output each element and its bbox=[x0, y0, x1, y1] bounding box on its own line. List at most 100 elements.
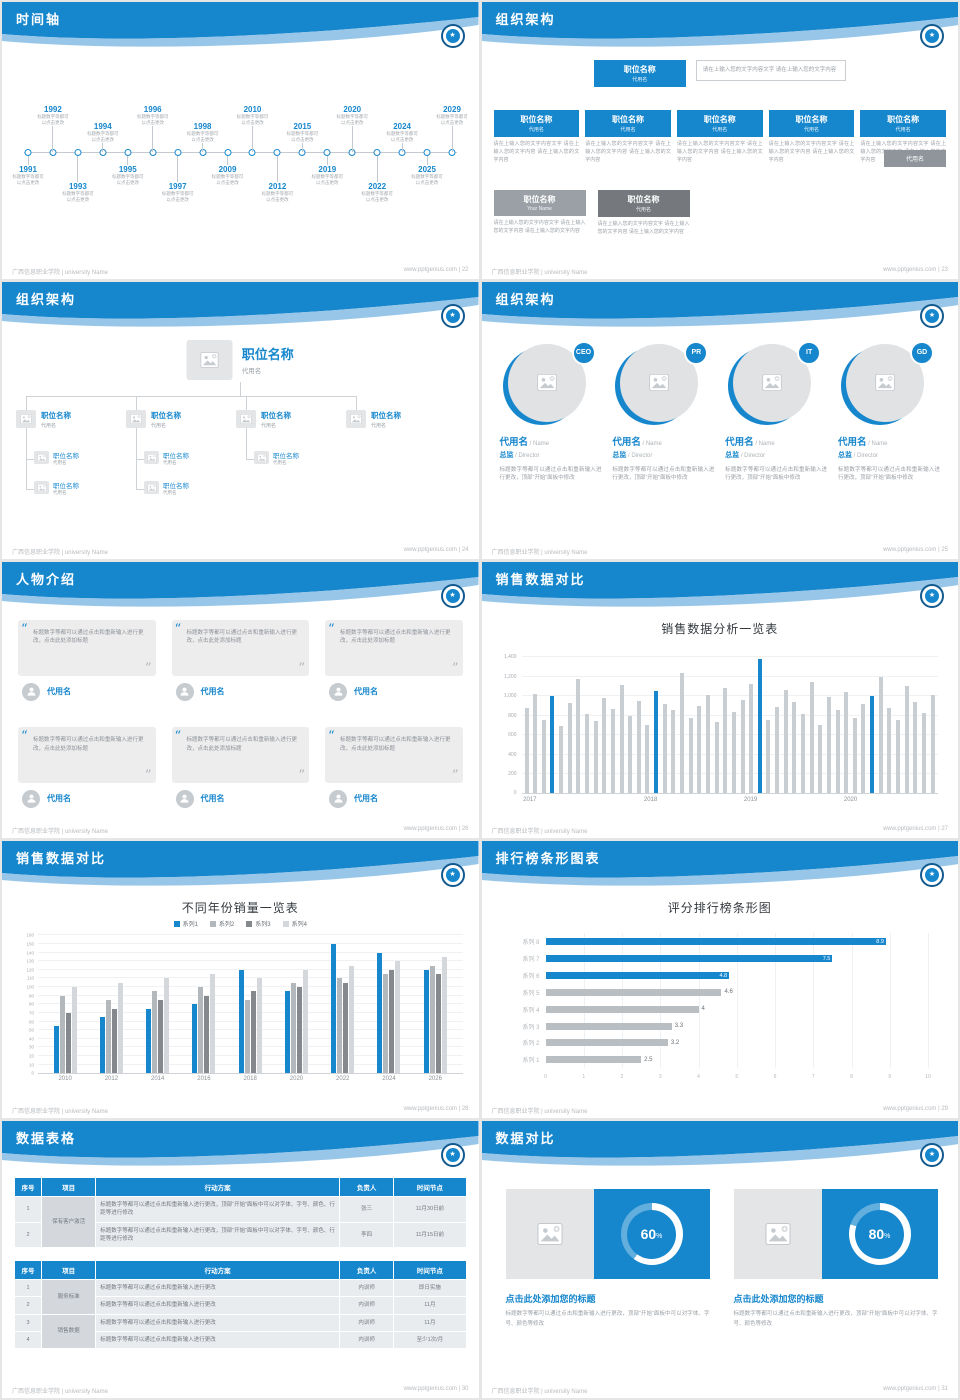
bar bbox=[395, 961, 401, 1074]
gridline bbox=[813, 933, 815, 1069]
bar-group: 2024 bbox=[377, 935, 401, 1082]
bar bbox=[775, 706, 780, 794]
bar bbox=[904, 686, 909, 794]
footer-school-name: 广西信息职业学院 | university Name bbox=[12, 1388, 108, 1395]
org-node-title: 职位名称 bbox=[53, 452, 79, 460]
x-axis-label: 2017 bbox=[523, 797, 537, 804]
quote-card-unit: “标题数字等都可以通过点击和重新输入进行更改，点击此处添加标题” 代用名 bbox=[18, 619, 156, 715]
timeline-stem bbox=[451, 126, 453, 152]
timeline-stem bbox=[426, 156, 428, 165]
org-box-subtitle: 代用名 bbox=[895, 127, 911, 133]
category-label: 系列 6 bbox=[522, 974, 540, 980]
connector-line bbox=[246, 395, 247, 410]
y-axis-label: 150 bbox=[26, 941, 34, 947]
org-sub-node: 职位名称 代用名 bbox=[34, 480, 79, 496]
bar bbox=[852, 717, 857, 794]
chart-title: 评分排行榜条形图 bbox=[667, 901, 772, 916]
bar bbox=[593, 721, 598, 794]
table-cell: 11月30日前 bbox=[393, 1196, 467, 1223]
table-cell: 4 bbox=[13, 1330, 43, 1350]
timeline-caption: 标题数字等都可 以点击更改 bbox=[411, 174, 443, 186]
bar-group: 2022 bbox=[331, 935, 355, 1082]
connector-line bbox=[136, 458, 144, 460]
image-placeholder-icon bbox=[536, 1223, 563, 1246]
quote-close-icon: ” bbox=[298, 768, 305, 784]
table-row: 2 标题数字等都可以通过点击和重新输入进行更改 内训师 11月 bbox=[13, 1296, 467, 1315]
legend-label: 系列2 bbox=[218, 922, 235, 929]
school-logo-badge: ★ bbox=[920, 303, 944, 328]
slide-timeline-22[interactable]: 时间轴 ★ 1991 标题数字等都可 以点击更改 1992 标题数字等都可 以点击更改 19… bbox=[2, 2, 479, 279]
bar-groups: 2010 2012 2014 2016 2018 2020 2022 2024 2026 bbox=[38, 935, 463, 1082]
timeline-caption: 标题数字等都可 以点击更改 bbox=[436, 113, 468, 125]
team-member: IT 代用名 / Name 总监 / Director 标题数字等都可以通过点击和重新… bbox=[725, 340, 827, 483]
gridline bbox=[521, 753, 938, 755]
gridline bbox=[622, 933, 623, 1069]
bar bbox=[65, 1012, 71, 1074]
bar bbox=[435, 974, 441, 1074]
slide-tables-30[interactable]: 数据表格 ★ 序号 项目 行动方案 负责人 时间节点 1 保有客户激活 标题数字等都可以通过点… bbox=[2, 1121, 479, 1398]
panel-caption: 标题数字等都可以通过点击和重新输入进行更改，顶部“开始”面板中可以对字体、字号、… bbox=[505, 1311, 710, 1327]
donut-panel: 60% 点击此处添加您的标题 标题数字等都可以通过点击和重新输入进行更改，顶部“… bbox=[505, 1189, 710, 1329]
table-cell: 标题数字等都可以通过点击和重新输入进行更改，顶部“开始”面板中可以对字体、字号、… bbox=[95, 1221, 341, 1249]
bar bbox=[99, 1017, 105, 1074]
slide-org-circles-25[interactable]: 组织架构 ★ CEO 代用名 / Name 总监 / Director 标题数字等都可… bbox=[481, 281, 958, 559]
y-axis-label: 120 bbox=[26, 967, 34, 973]
org-node-title: 职位名称 bbox=[371, 410, 401, 420]
slide-org-boxes-23[interactable]: 组织架构 ★ 职位名称 代用名 请在上输入您的文字内容文字 请在上输入您的文字内… bbox=[481, 2, 958, 279]
school-logo-badge: ★ bbox=[920, 863, 944, 888]
y-axis-label: 40 bbox=[28, 1036, 34, 1042]
member-name: 代用名 / Name bbox=[499, 436, 550, 448]
category-label: 系列 8 bbox=[522, 940, 540, 947]
org-position-box: 职位名称 Your Name bbox=[493, 190, 586, 216]
x-axis-label: 5 bbox=[735, 1074, 739, 1081]
team-member: CEO 代用名 / Name 总监 / Director 标题数字等都可以通过点击和重… bbox=[499, 340, 602, 483]
bar bbox=[584, 713, 589, 794]
slide-people-26[interactable]: 人物介绍 ★ “标题数字等都可以通过点击和重新输入进行更改，点击此处添加标题” 代… bbox=[2, 561, 479, 839]
bar bbox=[244, 999, 250, 1074]
table-cell: 标题数字等都可以通过点击和重新输入进行更改 bbox=[95, 1296, 341, 1315]
school-logo-badge: ★ bbox=[440, 303, 465, 328]
gridline bbox=[521, 656, 938, 658]
image-placeholder bbox=[126, 409, 146, 428]
image-placeholder bbox=[346, 409, 366, 428]
bar bbox=[377, 952, 383, 1074]
bar-track: 4 bbox=[545, 1005, 929, 1013]
quote-open-icon: “ bbox=[21, 728, 28, 744]
org-box-subtitle: Your Name bbox=[527, 206, 552, 212]
logo-star-icon: ★ bbox=[445, 868, 460, 883]
slide-sales-chart-27[interactable]: 销售数据对比 ★ 销售数据分析一览表 0 200 400 600 800 1,000 1,2… bbox=[481, 561, 958, 839]
slide-ranking-chart-29[interactable]: 排行榜条形图表 ★ 评分排行榜条形图 0 1 2 3 4 5 6 7 8 9 10 系列 8 8.9 系列… bbox=[481, 841, 958, 1119]
org-root-box: 职位名称 代用名 bbox=[593, 60, 686, 87]
donut-chart-box: 60% bbox=[593, 1189, 710, 1280]
person-icon bbox=[333, 686, 344, 697]
bar bbox=[887, 707, 892, 794]
bar-track: 4.6 bbox=[545, 988, 929, 996]
bar: 4 bbox=[545, 1005, 705, 1013]
timeline-caption: 标题数字等都可 以点击更改 bbox=[87, 130, 119, 142]
logo-star-icon: ★ bbox=[925, 588, 939, 603]
slide-sales-chart-28[interactable]: 销售数据对比 ★ 不同年份销量一览表 系列1 系列2 系列3 系列4 0 10 20 30 4… bbox=[2, 841, 479, 1119]
slide-donuts-31[interactable]: 数据对比 ★ 60% 点击此处添加您的标题 标题数字等都可以通过点击和重新输 bbox=[481, 1121, 958, 1398]
table-cell: 1 bbox=[13, 1279, 43, 1298]
header-wave-decoration bbox=[481, 841, 958, 887]
org-box-subtitle: 代用名 bbox=[528, 127, 544, 133]
connector-line bbox=[356, 395, 357, 410]
org-box-description: 请在上输入您的文字内容文字 请在上输入您的文字内容 请在上输入您的文字内容 bbox=[585, 141, 671, 163]
header-wave-decoration bbox=[2, 281, 479, 327]
org-position-box: 职位名称 代用名 bbox=[597, 190, 690, 217]
y-axis-label: 50 bbox=[28, 1027, 34, 1033]
gridline bbox=[583, 933, 585, 1069]
timeline-year: 1996 bbox=[143, 104, 162, 114]
bar bbox=[783, 690, 788, 794]
gridline bbox=[38, 1011, 463, 1013]
bar-track: 3.2 bbox=[545, 1039, 929, 1047]
timeline-stem bbox=[351, 126, 353, 152]
slide-org-tree-24[interactable]: 组织架构 ★ 职位名称 代用名 职位名称 代用名 职位名称 代用名 职位名称 代用名 职位名称代… bbox=[2, 281, 479, 559]
member-name: 代用名 / Name bbox=[837, 436, 888, 448]
person-name: 代用名 bbox=[200, 794, 225, 804]
connector-line bbox=[26, 488, 34, 490]
logo-star-icon: ★ bbox=[925, 308, 939, 323]
bar bbox=[204, 995, 210, 1074]
gridline bbox=[851, 933, 853, 1069]
